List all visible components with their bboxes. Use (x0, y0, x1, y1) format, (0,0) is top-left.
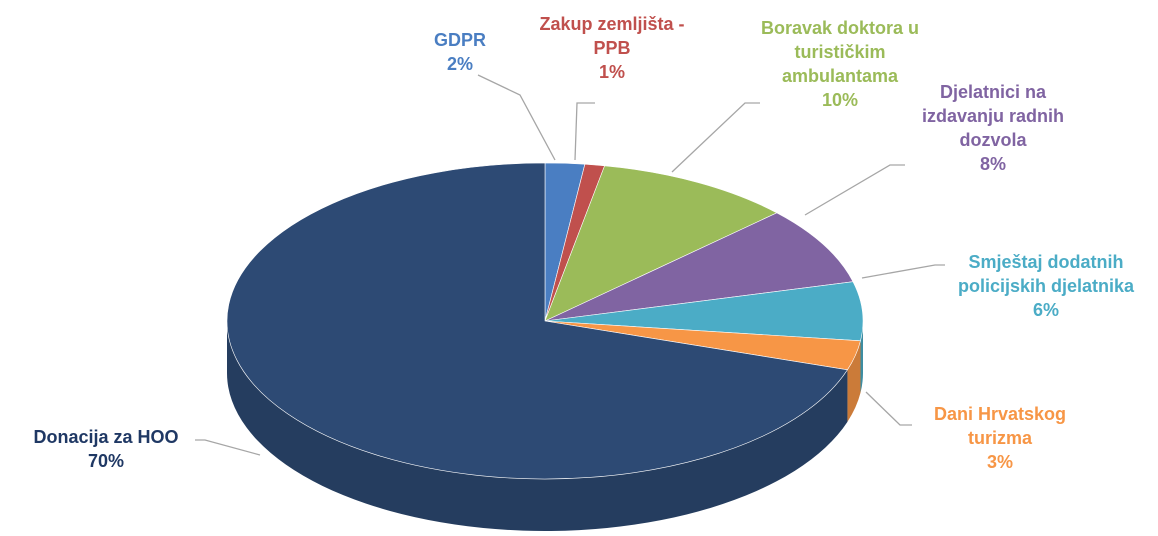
pie-slice (544, 212, 854, 322)
leader-line (865, 391, 912, 426)
value-label: 10% (821, 90, 859, 110)
value-label: 3% (986, 452, 1013, 472)
data-label: Boravak doktora u turističkim ambulantam… (740, 16, 940, 112)
leader-line (477, 74, 556, 161)
pie-side (847, 340, 861, 422)
leader-line (671, 102, 760, 173)
data-label: Smještaj dodatnih policijskih djelatnika… (936, 250, 1156, 322)
value-label: 1% (598, 62, 625, 82)
category-label: Donacija za HOO (33, 427, 179, 447)
category-label: Zakup zemljišta - PPB (539, 14, 685, 58)
pie-slice (544, 165, 778, 322)
value-label: 6% (1032, 300, 1059, 320)
value-label: 2% (446, 54, 473, 74)
data-label: Dani Hrvatskog turizma 3% (913, 402, 1088, 474)
pie-slice (226, 162, 848, 480)
leader-line (861, 264, 945, 279)
leader-line (804, 164, 905, 216)
category-label: Smještaj dodatnih policijskih djelatnika (957, 252, 1135, 296)
data-label: Zakup zemljišta - PPB 1% (527, 12, 697, 84)
leader-line (195, 439, 261, 456)
category-label: Djelatnici na izdavanju radnih dozvola (921, 82, 1065, 150)
value-label: 8% (979, 154, 1006, 174)
pie-slice (544, 281, 864, 342)
pie-side (227, 321, 848, 531)
data-label: Djelatnici na izdavanju radnih dozvola 8% (918, 80, 1068, 176)
leader-line (574, 102, 595, 161)
category-label: Boravak doktora u turističkim ambulantam… (760, 18, 920, 86)
value-label: 70% (87, 451, 125, 471)
data-label: Donacija za HOO 70% (6, 425, 206, 473)
category-label: GDPR (433, 30, 486, 50)
category-label: Dani Hrvatskog turizma (933, 404, 1067, 448)
data-label: GDPR 2% (400, 28, 520, 76)
